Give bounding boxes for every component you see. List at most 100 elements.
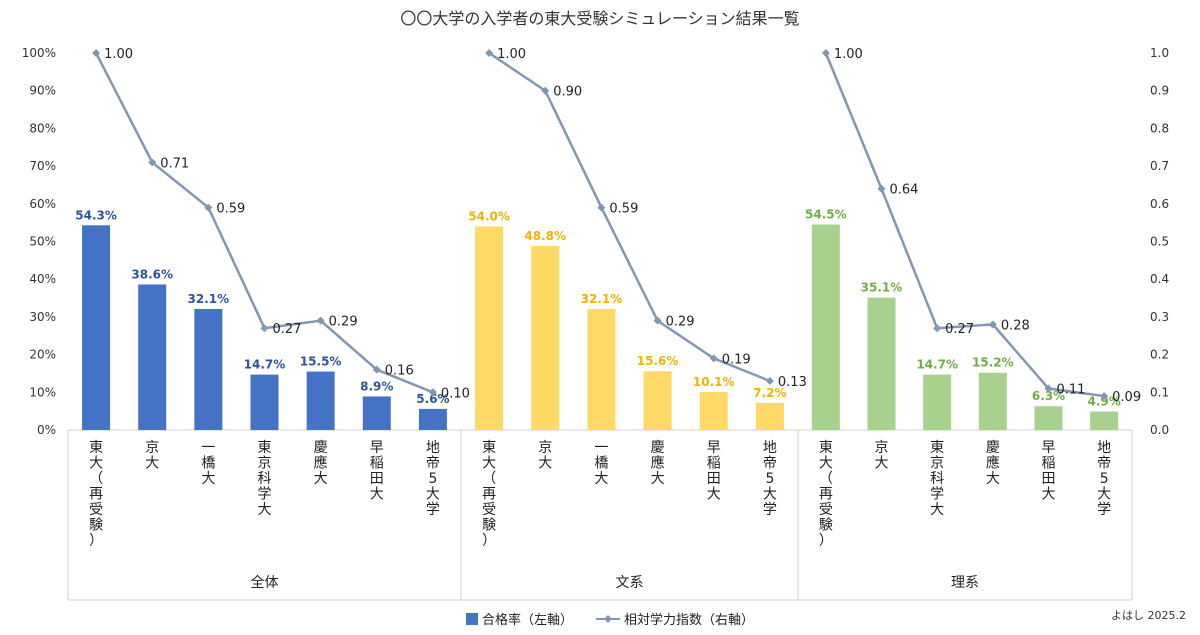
line-data-label: 1.00 — [104, 47, 133, 62]
bar-data-label: 15.2% — [972, 356, 1014, 370]
y-right-tick-label: 0.2 — [1150, 348, 1169, 362]
line-point-marker — [92, 49, 101, 57]
bar — [362, 396, 391, 430]
line-data-label: 0.90 — [553, 85, 582, 100]
x-category-label: 京大 — [145, 440, 159, 472]
line-data-label: 0.28 — [1001, 318, 1030, 333]
x-category-label: 一橋大 — [594, 440, 608, 487]
bar-data-label: 35.1% — [861, 281, 903, 295]
line-point-marker — [316, 316, 325, 325]
x-category-label: 地帝 5 大学 — [1097, 440, 1111, 518]
bar-data-label: 48.8% — [524, 229, 566, 243]
chart-title: 〇〇大学の入学者の東大受験シミュレーション結果一覧 — [400, 9, 799, 28]
y-left-tick-label: 70% — [29, 159, 56, 173]
line-series — [824, 52, 1105, 398]
bar — [811, 224, 840, 430]
line-point-marker — [988, 320, 997, 329]
bar-data-label: 4.9% — [1088, 395, 1121, 409]
bar-data-label: 14.7% — [244, 358, 286, 372]
y-left-tick-label: 20% — [29, 348, 56, 362]
y-right-tick-label: 0.9 — [1150, 84, 1169, 98]
bar — [250, 374, 279, 430]
bar — [755, 402, 784, 430]
line-point-marker — [428, 388, 437, 397]
y-left-tick-label: 0% — [37, 423, 56, 437]
line-point-marker — [485, 49, 494, 57]
y-right-tick-label: 0.8 — [1150, 121, 1169, 135]
line-data-label: 0.10 — [441, 386, 470, 401]
bar-data-label: 38.6% — [131, 267, 173, 281]
y-left-tick-label: 80% — [29, 121, 56, 135]
x-category-label: 東京科学大 — [258, 440, 272, 518]
y-right-tick-label: 0.6 — [1150, 197, 1169, 211]
line-data-label: 0.11 — [1057, 383, 1086, 398]
credit-text: よはし 2025.2 — [1111, 609, 1186, 622]
y-left-tick-label: 30% — [29, 310, 56, 324]
x-category-label: 東大（再受験） — [482, 440, 496, 549]
bar-data-label: 32.1% — [581, 292, 623, 306]
line-point-marker — [765, 376, 774, 385]
bar — [475, 226, 504, 430]
line-point-marker — [597, 203, 606, 212]
bar — [1034, 406, 1063, 430]
x-category-label: 京大 — [538, 440, 552, 472]
legend-line-marker — [604, 615, 612, 623]
y-left-tick-label: 10% — [29, 385, 56, 399]
x-category-label: 東大（再受験） — [819, 440, 833, 549]
line-point-marker — [877, 184, 886, 193]
bar — [923, 374, 952, 430]
y-left-tick-label: 90% — [29, 84, 56, 98]
line-point-marker — [709, 354, 718, 363]
line-data-label: 0.29 — [666, 315, 695, 330]
x-category-label: 一橋大 — [201, 440, 215, 487]
bar-data-label: 54.3% — [75, 208, 117, 222]
bar — [418, 408, 447, 430]
line-data-label: 0.64 — [890, 183, 919, 198]
y-left-tick-label: 100% — [22, 46, 56, 60]
bar-data-label: 32.1% — [188, 292, 230, 306]
line-point-marker — [260, 324, 269, 333]
y-left-tick-label: 40% — [29, 272, 56, 286]
bar-data-label: 15.6% — [637, 354, 679, 368]
line-data-label: 0.16 — [385, 364, 414, 379]
x-category-label: 慶應大 — [986, 440, 1000, 487]
bar — [306, 371, 335, 430]
y-left-tick-label: 60% — [29, 197, 56, 211]
line-data-label: 0.29 — [329, 315, 358, 330]
x-category-label: 東京科学大 — [930, 440, 944, 518]
line-point-marker — [821, 49, 830, 57]
line-point-marker — [1044, 384, 1053, 393]
line-point-marker — [1100, 392, 1109, 401]
bar — [587, 308, 616, 430]
line-data-label: 0.27 — [273, 322, 302, 337]
group-label: 理系 — [951, 575, 979, 591]
line-data-label: 0.09 — [1112, 390, 1141, 405]
line-data-label: 0.27 — [945, 322, 974, 337]
bar — [138, 284, 167, 430]
line-data-label: 0.59 — [216, 202, 245, 217]
y-right-tick-label: 0.0 — [1150, 423, 1169, 437]
bar — [867, 297, 896, 430]
x-category-label: 慶應大 — [314, 440, 328, 487]
x-category-label: 慶應大 — [651, 440, 665, 487]
bar-data-label: 54.0% — [468, 209, 510, 223]
group-label: 文系 — [616, 575, 644, 591]
bar — [699, 391, 728, 430]
y-right-tick-label: 0.5 — [1150, 235, 1169, 249]
bar — [643, 371, 672, 430]
bar — [82, 225, 111, 430]
bar — [1090, 411, 1119, 430]
line-point-marker — [204, 203, 213, 212]
bar — [978, 372, 1007, 430]
bar-data-label: 8.9% — [360, 379, 393, 393]
x-category-label: 京大 — [875, 440, 889, 472]
line-data-label: 0.59 — [609, 202, 638, 217]
line-data-label: 0.13 — [778, 375, 807, 390]
y-right-tick-label: 0.7 — [1150, 159, 1169, 173]
bar-data-label: 7.2% — [753, 386, 786, 400]
x-category-label: 地帝 5 大学 — [426, 440, 440, 518]
bar-data-label: 10.1% — [693, 375, 735, 389]
group-label: 全体 — [251, 574, 279, 591]
